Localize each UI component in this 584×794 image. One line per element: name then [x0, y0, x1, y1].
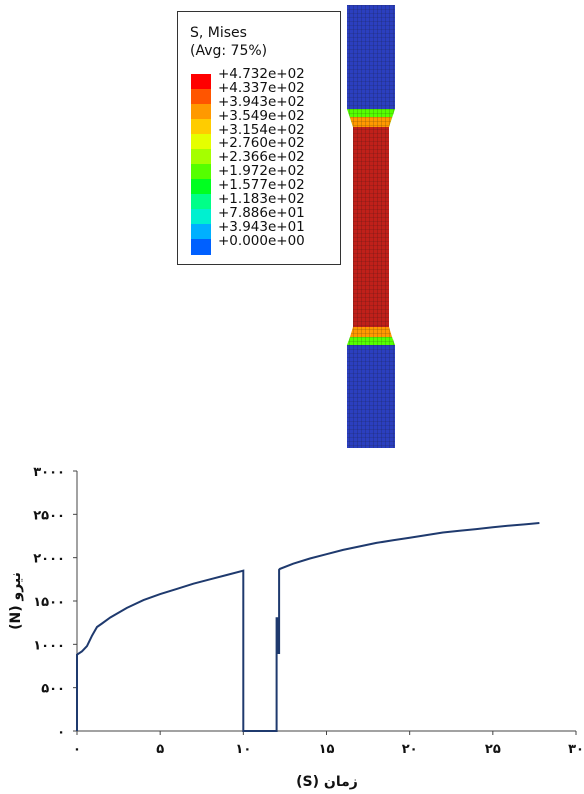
x-axis-title: زمان (S) [296, 774, 358, 790]
legend-values: +4.732e+02 +4.337e+02 +3.943e+02 +3.549e… [218, 66, 305, 249]
y-tick-label: ۵۰۰ [41, 682, 65, 697]
legend-value: +3.154e+02 [218, 121, 305, 138]
x-tick-label: ۰ [73, 742, 81, 757]
x-ticks: ۰ ۵ ۱۰ ۱۵ ۲۰ ۲۵ ۳۰ [73, 731, 584, 757]
legend-value: +3.943e+02 [218, 93, 305, 110]
stress-legend: S, Mises (Avg: 75%) +4.732e+02 +4.337e+0… [177, 11, 341, 265]
legend-swatch [191, 104, 211, 120]
y-tick-label: ۲۰۰۰ [33, 552, 65, 567]
legend-swatch [191, 89, 211, 105]
y-tick-label: ۱۰۰۰ [33, 638, 65, 653]
legend-title-line2: (Avg: 75%) [190, 43, 268, 59]
x-tick-label: ۲۵ [485, 742, 501, 757]
legend-value: +3.549e+02 [218, 107, 305, 124]
x-tick-label: ۳۰ [568, 742, 584, 757]
legend-swatch [191, 134, 211, 150]
force-series-line [76, 522, 540, 732]
legend-swatch [191, 239, 211, 255]
legend-value: +4.337e+02 [218, 79, 305, 96]
legend-swatch [191, 179, 211, 195]
y-tick-label: ۳۰۰۰ [33, 465, 65, 480]
legend-swatch [191, 194, 211, 210]
legend-value: +1.183e+02 [218, 191, 305, 208]
x-tick-label: ۱۵ [319, 742, 335, 757]
y-tick-label: ۰ [57, 725, 65, 740]
legend-swatch [191, 149, 211, 165]
legend-value: +1.577e+02 [218, 177, 305, 194]
legend-value: +1.972e+02 [218, 163, 305, 180]
force-time-chart: ۰ ۵ ۱۰ ۱۵ ۲۰ ۲۵ ۳۰ ۰ ۵۰۰ ۱۰۰۰ ۱۵۰۰ ۲۰۰۰ ۲۵۰۰ ۳۰۰۰ زم… [8, 465, 584, 790]
legend-swatch [191, 209, 211, 225]
legend-value: +3.943e+01 [218, 218, 305, 235]
x-tick-label: ۵ [156, 742, 164, 757]
legend-title-line1: S, Mises [190, 25, 247, 41]
legend-title: S, Mises (Avg: 75%) [190, 24, 267, 60]
legend-value: +7.886e+01 [218, 204, 305, 221]
legend-value: +4.732e+02 [218, 66, 305, 82]
legend-value: +0.000e+00 [218, 232, 305, 249]
legend-swatch [191, 74, 211, 90]
legend-swatch [191, 224, 211, 240]
chart-axes [76, 471, 576, 732]
specimen-mesh-overlay [347, 5, 395, 448]
legend-value: +2.366e+02 [218, 149, 305, 166]
y-ticks: ۰ ۵۰۰ ۱۰۰۰ ۱۵۰۰ ۲۰۰۰ ۲۵۰۰ ۳۰۰۰ [33, 465, 77, 740]
y-tick-label: ۲۵۰۰ [33, 508, 65, 523]
legend-swatch [191, 119, 211, 135]
tensile-specimen-mesh [347, 5, 395, 448]
legend-swatch [191, 164, 211, 180]
x-tick-label: ۱۰ [235, 742, 251, 757]
legend-color-ramp [191, 74, 211, 255]
x-tick-label: ۲۰ [402, 742, 418, 757]
y-axis-title: نیرو (N) [8, 572, 24, 630]
y-tick-label: ۱۵۰۰ [33, 595, 65, 610]
legend-value: +2.760e+02 [218, 135, 305, 152]
